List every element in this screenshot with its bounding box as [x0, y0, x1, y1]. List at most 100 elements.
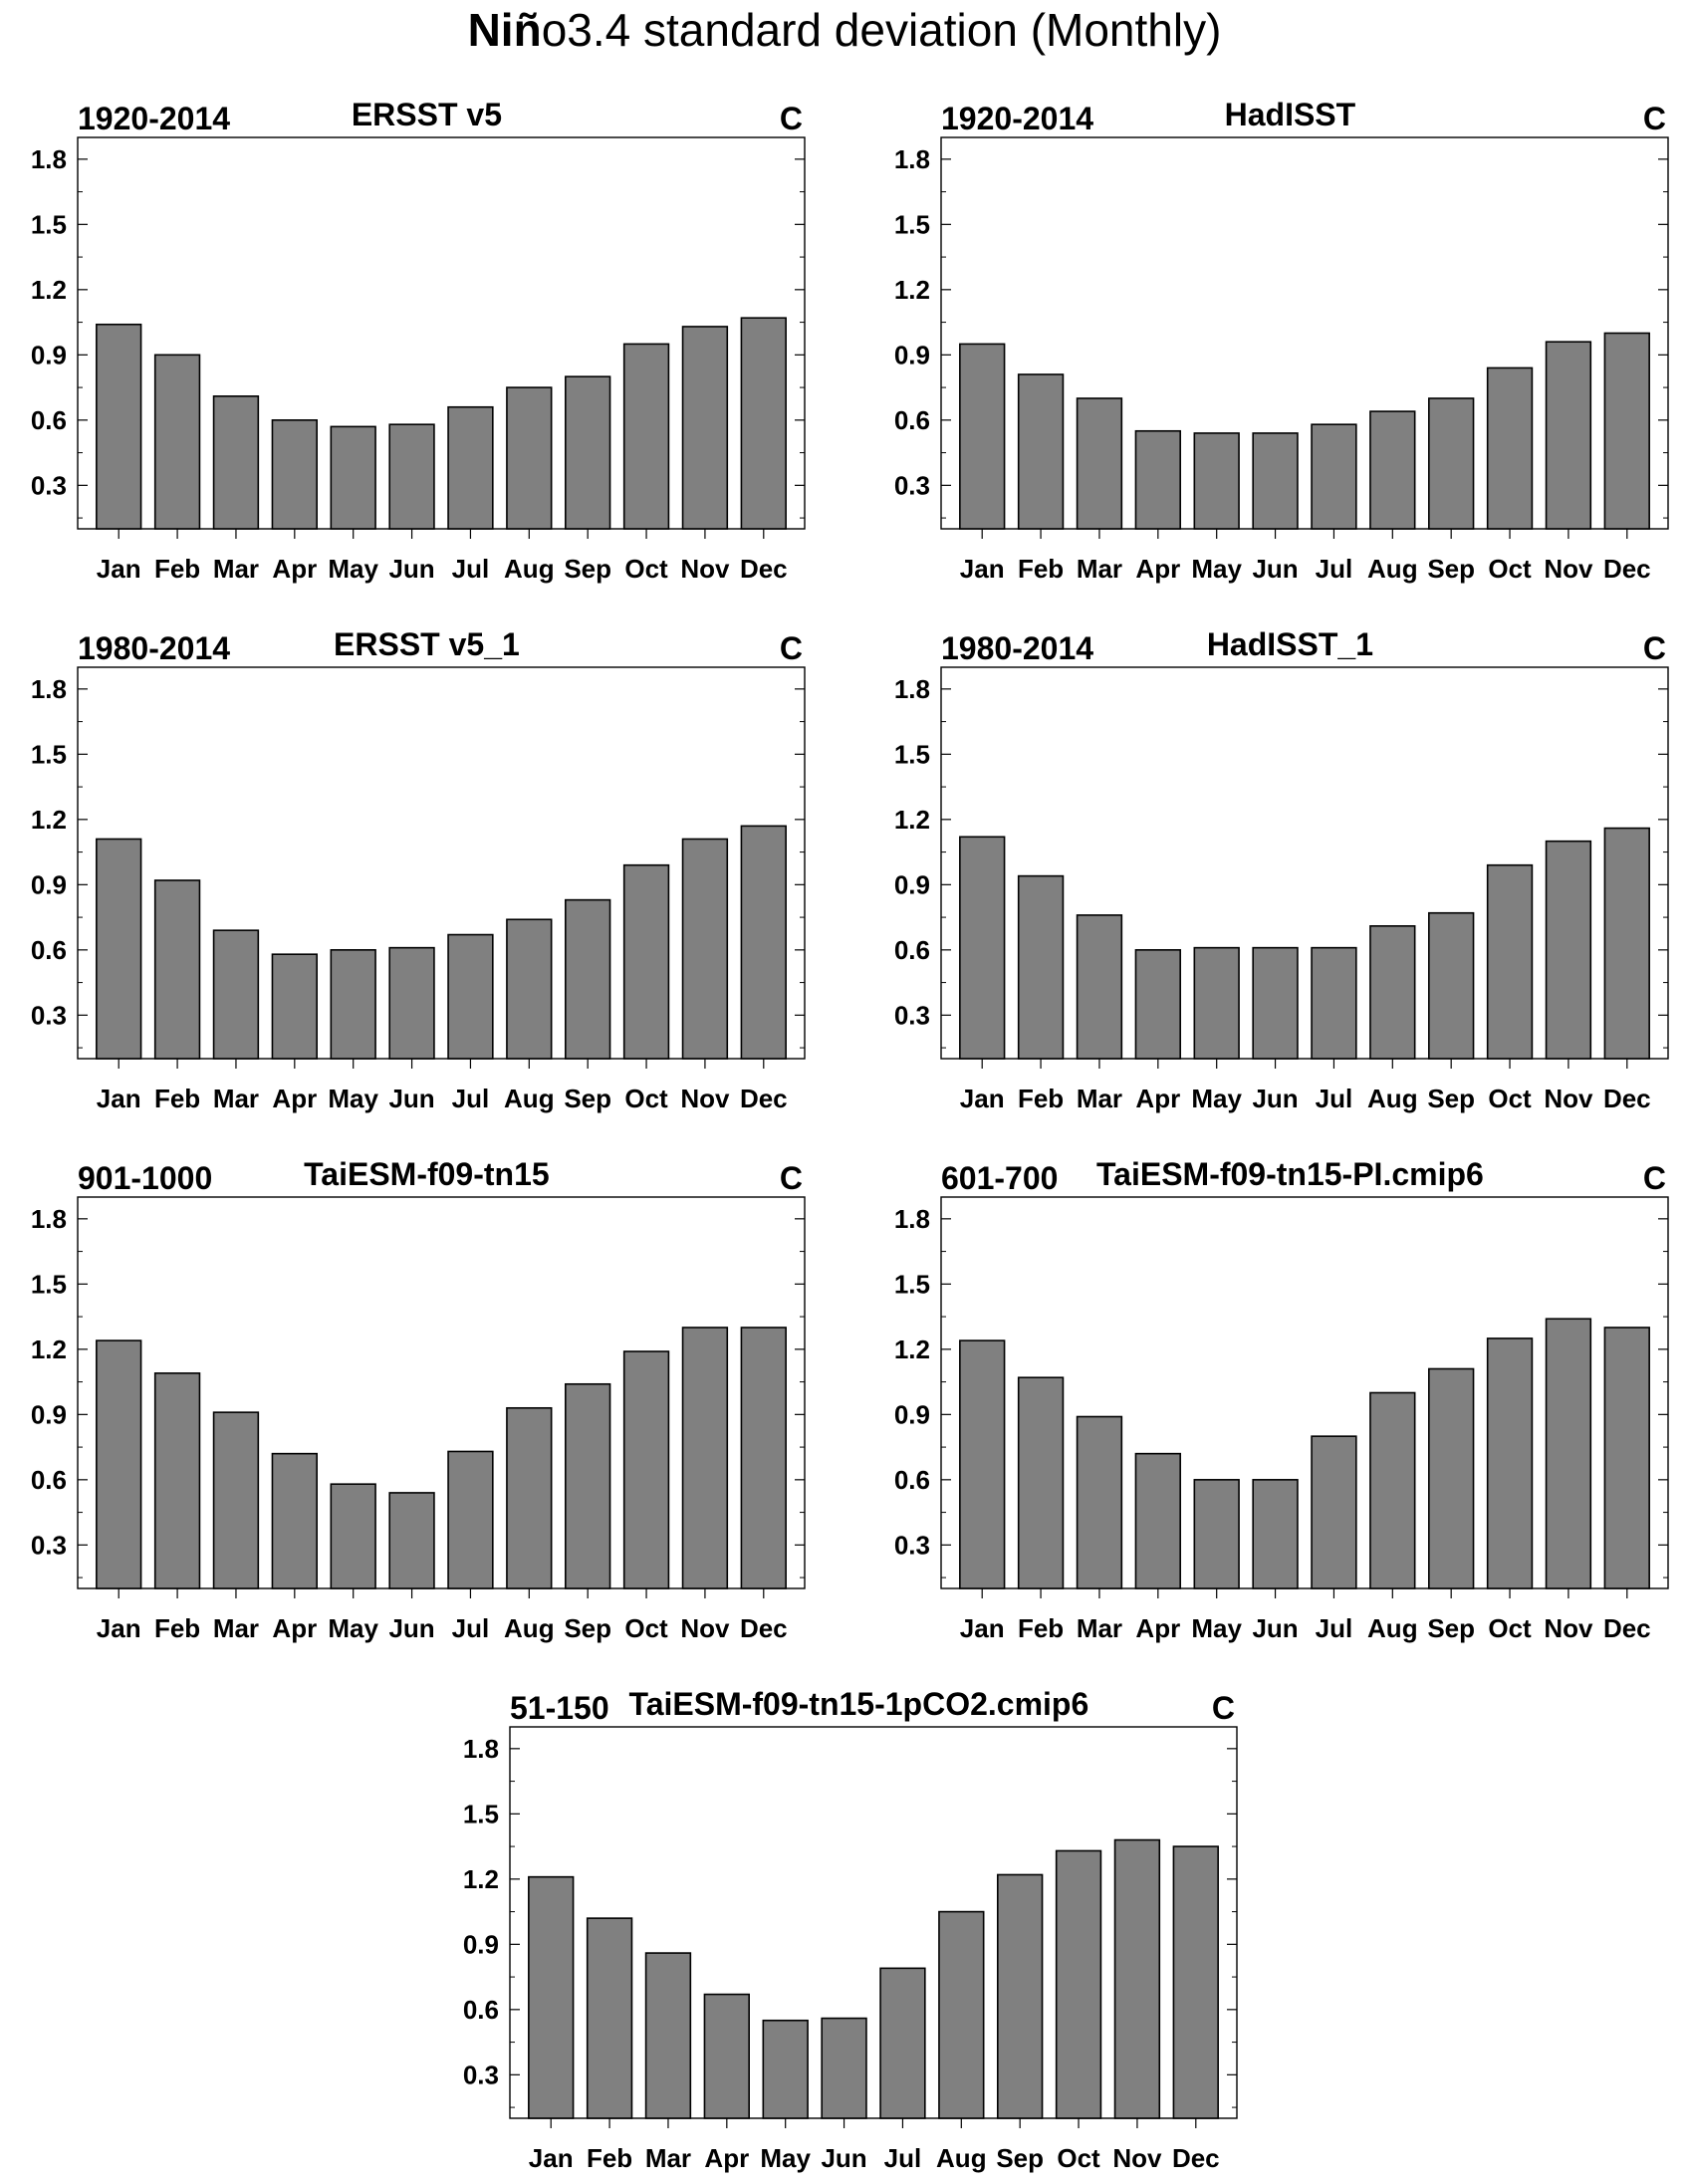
bar-jan: [96, 323, 142, 530]
x-tick-label: Apr: [272, 1084, 317, 1113]
bar-aug: [1369, 925, 1416, 1060]
x-tick-label: Jun: [1252, 554, 1298, 584]
x-tick-label: May: [760, 2143, 811, 2173]
bar-aug: [506, 918, 553, 1060]
figure-title-rest: o3.4 standard deviation (Monthly): [541, 4, 1222, 56]
bar-jun: [1252, 432, 1299, 530]
x-tick-label: Aug: [504, 1613, 555, 1643]
x-tick-label: Aug: [504, 1084, 555, 1113]
x-tick-label: Dec: [1603, 1084, 1651, 1113]
bar-feb: [153, 879, 201, 1060]
bar-apr: [1134, 1452, 1181, 1589]
bar-feb: [1017, 373, 1065, 530]
panel-period: 1980-2014: [78, 630, 230, 666]
x-tick-label: Apr: [272, 1613, 317, 1643]
y-tick-label: 1.2: [31, 1335, 67, 1364]
x-tick-label: Mar: [213, 554, 259, 584]
x-tick-label: Sep: [564, 1084, 611, 1113]
x-tick-label: Feb: [154, 1084, 200, 1113]
plot-frame: [77, 666, 806, 1060]
x-tick-label: Jun: [388, 554, 434, 584]
bar-jun: [388, 946, 435, 1060]
x-tick-label: Nov: [1112, 2143, 1162, 2173]
panel-units: C: [1643, 630, 1666, 666]
y-tick-label: 1.2: [894, 1335, 930, 1364]
x-tick-label: Jul: [452, 554, 490, 584]
x-tick-label: Jul: [1316, 554, 1353, 584]
x-tick-label: Sep: [564, 554, 611, 584]
y-tick-label: 1.5: [894, 1269, 930, 1299]
bar-aug: [938, 1910, 985, 2119]
x-tick-label: Mar: [213, 1084, 259, 1113]
panel-title: TaiESM-f09-tn15-1pCO2.cmip6: [629, 1686, 1089, 1722]
y-tick-label: 1.5: [894, 739, 930, 769]
bar-sep: [565, 375, 611, 530]
bar-mar: [1076, 1415, 1123, 1589]
y-tick-label: 0.6: [31, 1465, 67, 1495]
x-tick-label: Jul: [452, 1613, 490, 1643]
plot-frame: [509, 1726, 1238, 2119]
x-tick-label: Jun: [1252, 1084, 1298, 1113]
bar-dec: [740, 825, 787, 1060]
x-tick-label: Aug: [504, 554, 555, 584]
bar-dec: [740, 1327, 787, 1589]
x-tick-label: Sep: [1427, 1613, 1475, 1643]
x-tick-label: Oct: [1488, 554, 1532, 584]
bar-oct: [1486, 1337, 1534, 1589]
bar-nov: [1113, 1838, 1161, 2119]
plot-frame: [77, 136, 806, 530]
bar-nov: [681, 1327, 729, 1589]
x-tick-label: Jun: [821, 2143, 866, 2173]
bar-jul: [1311, 423, 1357, 530]
y-tick-label: 0.3: [31, 1530, 67, 1560]
panel-title: TaiESM-f09-tn15: [304, 1156, 550, 1192]
bar-aug: [506, 386, 553, 530]
x-tick-label: Nov: [680, 1084, 730, 1113]
bar-aug: [506, 1406, 553, 1589]
x-tick-label: Dec: [1603, 554, 1651, 584]
x-tick-label: Feb: [1018, 1613, 1064, 1643]
bar-jan: [96, 838, 142, 1060]
bar-apr: [271, 953, 318, 1060]
bar-oct: [1055, 1849, 1102, 2119]
bar-dec: [740, 317, 787, 530]
bar-sep: [997, 1873, 1044, 2119]
y-tick-label: 0.3: [31, 1000, 67, 1030]
panel-period: 601-700: [941, 1160, 1058, 1196]
bar-jan: [528, 1875, 575, 2119]
x-tick-label: Feb: [154, 1613, 200, 1643]
x-tick-label: Sep: [564, 1613, 611, 1643]
x-tick-label: Feb: [1018, 554, 1064, 584]
x-tick-label: Nov: [680, 554, 730, 584]
x-tick-label: Jan: [960, 1084, 1005, 1113]
plot-frame: [940, 136, 1669, 530]
bar-may: [1193, 1479, 1240, 1589]
y-tick-label: 0.9: [894, 1399, 930, 1429]
plot-frame: [940, 666, 1669, 1060]
x-tick-label: Jan: [960, 1613, 1005, 1643]
chart-panel-5: 0.3 0.6 0.9 1.2 1.5 1.8 Jan Feb Mar Apr May Jun Jul A…: [31, 1156, 806, 1643]
x-tick-label: Jan: [97, 554, 141, 584]
x-tick-label: Jan: [97, 1613, 141, 1643]
panel-units: C: [1643, 1160, 1666, 1196]
panel-title: TaiESM-f09-tn15-PI.cmip6: [1096, 1156, 1484, 1192]
x-tick-label: May: [1191, 554, 1242, 584]
chart-panel-1: 0.3 0.6 0.9 1.2 1.5 1.8 Jan Feb Mar Apr May Jun Jul A…: [31, 97, 806, 584]
x-tick-label: Aug: [1367, 1084, 1418, 1113]
x-tick-label: Aug: [1367, 1613, 1418, 1643]
x-tick-label: Jun: [388, 1613, 434, 1643]
x-tick-label: Mar: [1077, 554, 1122, 584]
bar-aug: [1369, 410, 1416, 530]
bar-jul: [1311, 1435, 1357, 1589]
bar-feb: [1017, 874, 1065, 1060]
y-tick-label: 1.2: [894, 275, 930, 305]
bar-jul: [879, 1967, 926, 2119]
bar-jul: [1311, 946, 1357, 1060]
y-tick-label: 1.8: [31, 674, 67, 704]
bar-oct: [1486, 366, 1534, 530]
x-tick-label: Oct: [624, 1084, 668, 1113]
x-tick-label: Nov: [680, 1613, 730, 1643]
x-tick-label: Oct: [1488, 1613, 1532, 1643]
y-tick-label: 1.5: [31, 1269, 67, 1299]
y-tick-label: 0.9: [31, 869, 67, 899]
